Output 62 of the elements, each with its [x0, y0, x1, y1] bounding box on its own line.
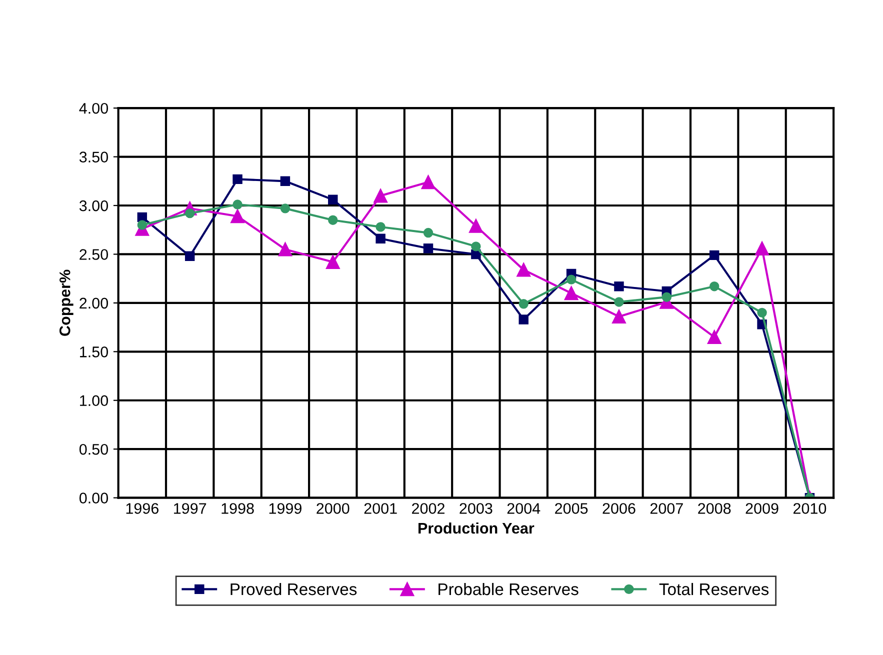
point: [709, 250, 720, 260]
x-tick-label: 1999: [269, 503, 302, 514]
point: [518, 299, 528, 309]
point: [614, 297, 624, 307]
x-tick-label: 2007: [650, 503, 683, 514]
x-tick-label: 2004: [507, 503, 540, 514]
x-axis-title: Production Year: [418, 522, 534, 534]
point: [468, 219, 483, 233]
x-tick-label: 2001: [364, 503, 397, 514]
y-tick-label: 2.50: [80, 249, 108, 260]
point: [137, 220, 148, 230]
x-tick-label: 2005: [555, 503, 588, 514]
x-tick-label: 2003: [460, 503, 492, 514]
x-tick-label: 2010: [793, 503, 826, 514]
point: [612, 310, 626, 324]
x-tick-label: 1996: [126, 503, 158, 514]
point: [421, 175, 436, 190]
point: [423, 244, 434, 254]
y-axis-title: Copper%: [59, 270, 74, 336]
x-tick-label: 2000: [316, 503, 350, 514]
point: [280, 204, 290, 214]
point: [757, 308, 767, 318]
point: [230, 209, 244, 224]
point: [471, 242, 481, 252]
point: [376, 222, 386, 232]
point: [232, 200, 242, 210]
point: [328, 194, 338, 205]
y-tick-label: 3.00: [79, 200, 108, 212]
y-tick-label: 3.50: [79, 152, 108, 162]
point: [374, 188, 388, 203]
point: [516, 262, 531, 277]
point: [518, 314, 528, 324]
point: [326, 255, 340, 269]
y-tick-label: 1.00: [80, 395, 108, 406]
point: [376, 234, 386, 244]
point: [280, 176, 290, 186]
point: [564, 286, 578, 300]
y-tick-label: 0.50: [79, 444, 108, 455]
point: [662, 292, 672, 302]
point: [707, 330, 722, 344]
point: [328, 215, 338, 225]
point: [566, 274, 576, 284]
point: [614, 282, 624, 292]
x-tick-label: 2002: [412, 503, 444, 514]
point: [232, 174, 242, 184]
legend-label: Proved Reserves: [230, 582, 357, 596]
y-tick-label: 1.50: [80, 346, 108, 358]
x-tick-label: 2009: [746, 503, 778, 514]
x-tick-label: 1997: [174, 503, 206, 514]
point: [709, 282, 720, 292]
y-tick-label: 0.00: [79, 492, 108, 504]
point: [423, 228, 434, 238]
y-tick-label: 4.00: [79, 102, 108, 114]
legend-label: Total Reserves: [659, 582, 769, 596]
x-tick-label: 2008: [698, 503, 731, 514]
x-tick-label: 1998: [222, 503, 254, 514]
point: [755, 241, 769, 256]
legend-label: Probable Reserves: [438, 582, 578, 596]
x-tick-label: 2006: [602, 503, 636, 514]
point: [278, 242, 292, 256]
point: [184, 251, 195, 262]
y-tick-label: 2.00: [80, 298, 108, 309]
